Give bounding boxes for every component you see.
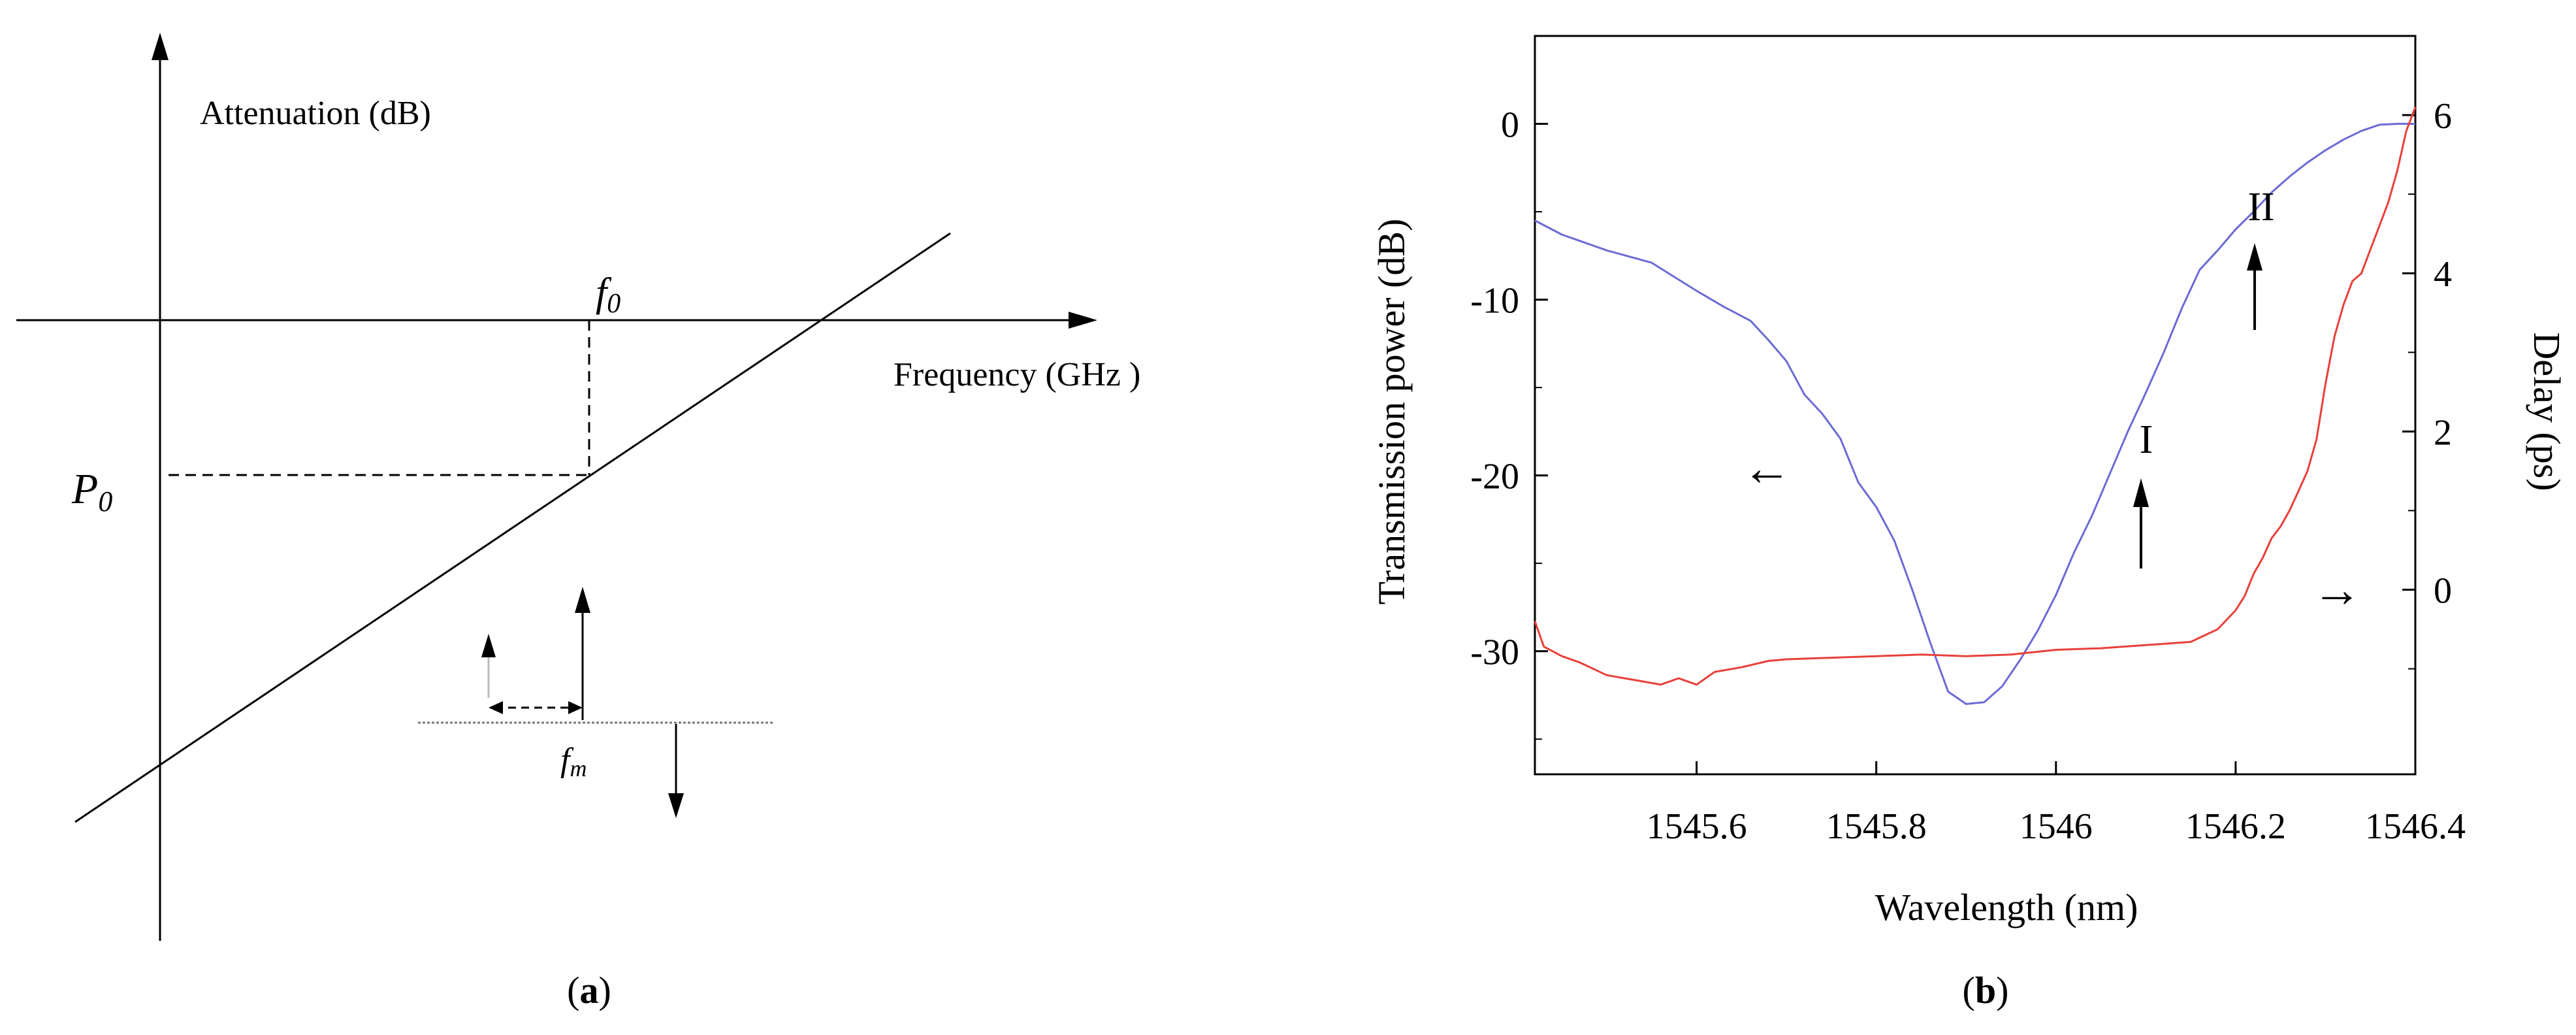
annotation-I-arrowhead bbox=[2133, 478, 2149, 507]
y2-tick-label: 4 bbox=[2434, 254, 2452, 295]
carrier-up-arrowhead bbox=[575, 587, 590, 613]
x-tick-label: 1546 bbox=[2020, 806, 2093, 847]
transmission-power-line bbox=[1534, 123, 2415, 705]
y2-axis-label: Delay (ps) bbox=[2526, 332, 2568, 491]
panel-b-caption: (b) bbox=[1963, 969, 2009, 1011]
frequency-axis-arrowhead bbox=[1069, 312, 1097, 329]
data-series bbox=[1534, 107, 2417, 705]
right-axis-indicator-arrow: → bbox=[2312, 563, 2362, 617]
filter-slope-line bbox=[74, 232, 951, 823]
left-axis-indicator-arrow: ← bbox=[1742, 441, 1792, 496]
p0-label: P0 bbox=[71, 465, 112, 518]
y-tick-label: -10 bbox=[1470, 281, 1519, 321]
panel-b-chart: 1545.6 1545.8 1546 1546.2 1546.4 0 -10 -20 -30 6 4… bbox=[1370, 35, 2568, 1011]
sideband-up-arrowhead bbox=[481, 634, 496, 657]
delay-line bbox=[1534, 107, 2417, 686]
y-tick-label: 0 bbox=[1501, 105, 1519, 146]
y-axis-label: Transmission power (dB) bbox=[1370, 219, 1413, 605]
annotation-II-label: II bbox=[2247, 185, 2274, 229]
y2-tick-label: 2 bbox=[2434, 412, 2452, 453]
attenuation-axis-arrowhead bbox=[152, 33, 169, 60]
y2-tick-label: 0 bbox=[2434, 571, 2452, 612]
f0-label: f0 bbox=[596, 271, 620, 319]
fm-offset-arrowhead-right bbox=[568, 701, 583, 714]
sideband-down-arrowhead bbox=[668, 793, 684, 818]
annotation-I-label: I bbox=[2140, 418, 2153, 462]
plot-frame bbox=[1534, 35, 2417, 776]
fm-label: fm bbox=[560, 742, 587, 781]
fm-offset-arrowhead-left bbox=[489, 701, 503, 714]
x-tick-label: 1545.8 bbox=[1826, 806, 1927, 847]
x-tick-label: 1546.4 bbox=[2365, 806, 2466, 847]
y2-tick-label: 6 bbox=[2434, 96, 2452, 137]
y-tick-label: -20 bbox=[1470, 457, 1519, 497]
panel-a-caption: (a) bbox=[567, 969, 611, 1011]
x-tick-label: 1545.6 bbox=[1647, 806, 1747, 847]
frequency-axis-label: Frequency (GHz ) bbox=[894, 356, 1140, 393]
y-tick-label: -30 bbox=[1470, 632, 1519, 673]
axis-ticks: 1545.6 1545.8 1546 1546.2 1546.4 0 -10 -20 -30 6 4… bbox=[1470, 35, 2466, 847]
annotation-II-arrowhead bbox=[2247, 243, 2262, 271]
x-axis-label: Wavelength (nm) bbox=[1875, 886, 2138, 928]
attenuation-axis-label: Attenuation (dB) bbox=[200, 95, 431, 132]
x-tick-label: 1546.2 bbox=[2185, 806, 2286, 847]
panel-a-diagram: Attenuation (dB) Frequency (GHz ) f0 P0 … bbox=[16, 33, 1140, 1011]
